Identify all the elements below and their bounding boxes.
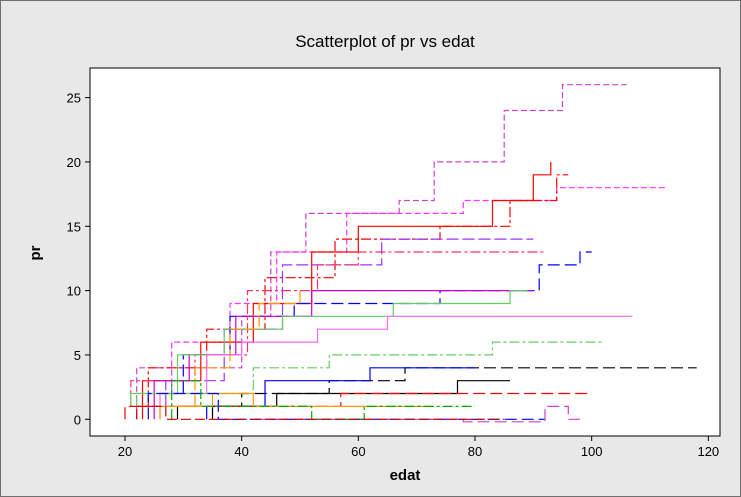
y-tick-label: 25 <box>67 91 81 106</box>
series-line-6 <box>130 251 545 407</box>
series-layer <box>124 84 697 423</box>
x-tick-label: 60 <box>351 444 365 459</box>
x-tick-label: 100 <box>581 444 603 459</box>
y-axis-label: pr <box>27 245 44 260</box>
y-tick-label: 20 <box>67 155 81 170</box>
series-line-3 <box>141 161 552 420</box>
y-tick-label: 10 <box>67 284 81 299</box>
x-tick-label: 20 <box>118 444 132 459</box>
series-line-20 <box>171 380 475 420</box>
x-tick-label: 120 <box>697 444 719 459</box>
axes-layer: 20 40 60 80 100 120 0 5 10 15 20 25 <box>67 91 720 459</box>
y-tick-label: 5 <box>74 348 81 363</box>
series-line-11 <box>194 290 301 407</box>
y-tick-label: 15 <box>67 219 81 234</box>
y-tick-label: 0 <box>74 412 81 427</box>
x-tick-label: 80 <box>468 444 482 459</box>
x-tick-label: 40 <box>234 444 248 459</box>
x-axis-label: edat <box>390 467 421 484</box>
series-line-21 <box>136 405 505 420</box>
chart-title: Scatterplot of pr vs edat <box>295 32 475 51</box>
